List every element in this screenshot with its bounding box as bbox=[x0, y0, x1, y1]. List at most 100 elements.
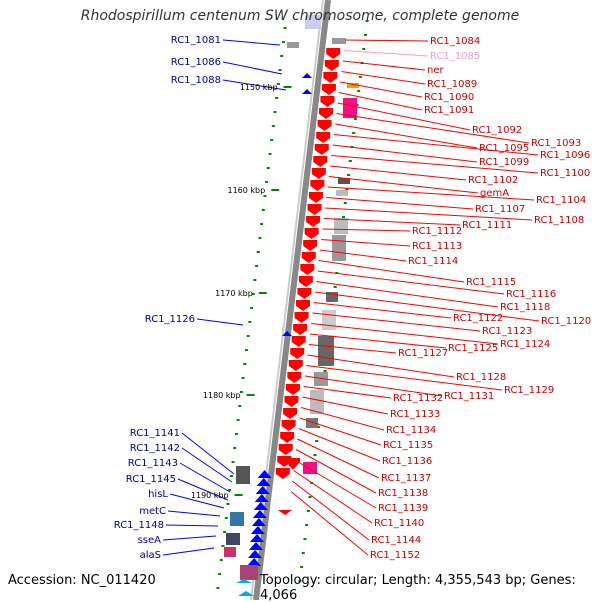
tick-mark bbox=[246, 335, 250, 337]
forward-gene-arrow bbox=[311, 168, 326, 179]
gene-block bbox=[236, 466, 250, 484]
leader-line bbox=[300, 407, 385, 431]
gene-label-rc1_1127: RC1_1127 bbox=[398, 348, 448, 359]
leader-line bbox=[341, 71, 426, 85]
gene-block bbox=[332, 235, 346, 261]
leader-line bbox=[332, 144, 478, 163]
tick-mark bbox=[333, 286, 337, 288]
gene-label-rc1_1125: RC1_1125 bbox=[448, 343, 498, 354]
gene-label-rc1_1116: RC1_1116 bbox=[506, 289, 556, 300]
tick-mark bbox=[298, 580, 302, 582]
gene-label-rc1_1139: RC1_1139 bbox=[378, 503, 428, 514]
gene-label-rc1_1108: RC1_1108 bbox=[534, 215, 584, 226]
reverse-gene-arrow bbox=[257, 470, 272, 478]
leader-line bbox=[181, 447, 233, 483]
tick-mark bbox=[226, 503, 230, 505]
genome-backbone bbox=[253, 0, 331, 600]
tick-mark bbox=[308, 496, 312, 498]
gene-label-rc1_1134: RC1_1134 bbox=[386, 425, 436, 436]
forward-gene-arrow bbox=[288, 360, 303, 371]
gene-label-rc1_1126: RC1_1126 bbox=[145, 314, 195, 325]
gene-label-metc: metC bbox=[139, 506, 166, 517]
forward-gene-arrow bbox=[323, 72, 338, 83]
tick-mark bbox=[261, 209, 265, 211]
leader-line bbox=[299, 417, 382, 446]
scale-label: 1160 kbp bbox=[227, 186, 265, 195]
leader-line bbox=[318, 260, 465, 283]
tick-mark bbox=[276, 83, 280, 85]
gene-label-rc1_1145: RC1_1145 bbox=[126, 474, 176, 485]
gene-label-rc1_1131: RC1_1131 bbox=[444, 391, 494, 402]
tick-mark bbox=[303, 538, 307, 540]
gene-label-rc1_1084: RC1_1084 bbox=[430, 36, 480, 47]
leader-line bbox=[337, 102, 471, 131]
tick-mark bbox=[270, 139, 274, 141]
reverse-gene-arrow bbox=[253, 502, 268, 510]
tick-mark bbox=[280, 55, 284, 57]
reverse-gene-arrow bbox=[282, 331, 292, 336]
tick-mark bbox=[348, 160, 352, 162]
scale-tick bbox=[271, 189, 280, 191]
tick-mark bbox=[253, 279, 257, 281]
gene-block bbox=[343, 98, 357, 118]
forward-gene-arrow bbox=[290, 348, 305, 359]
gene-label-rc1_1137: RC1_1137 bbox=[381, 473, 431, 484]
scale-label: 1180 kbp bbox=[203, 391, 241, 400]
gene-label-rc1_1133: RC1_1133 bbox=[390, 409, 440, 420]
gene-label-rc1_1124: RC1_1124 bbox=[500, 339, 550, 350]
leader-line bbox=[313, 302, 452, 319]
tick-mark bbox=[343, 202, 347, 204]
tick-mark bbox=[265, 181, 269, 183]
gene-block bbox=[305, 15, 321, 29]
gene-block bbox=[332, 38, 346, 44]
tick-mark bbox=[268, 153, 272, 155]
gene-label-rc1_1135: RC1_1135 bbox=[383, 440, 433, 451]
gene-label-rc1_1096: RC1_1096 bbox=[540, 150, 590, 161]
tick-mark bbox=[234, 433, 238, 435]
leader-line bbox=[162, 535, 217, 541]
tick-mark bbox=[223, 531, 227, 533]
tick-mark bbox=[362, 48, 366, 50]
leader-line bbox=[294, 459, 377, 509]
reverse-gene-arrow bbox=[254, 494, 269, 502]
rna-feature bbox=[238, 591, 254, 596]
gene-label-rc1_1100: RC1_1100 bbox=[540, 168, 590, 179]
gene-label-rc1_1111: RC1_1111 bbox=[462, 220, 512, 231]
leader-line bbox=[326, 197, 474, 210]
leader-line bbox=[309, 333, 447, 349]
tick-mark bbox=[233, 447, 237, 449]
leader-line bbox=[338, 92, 423, 111]
leader-line bbox=[293, 470, 373, 524]
gene-label-rc1_1086: RC1_1086 bbox=[171, 57, 221, 68]
forward-gene-arrow bbox=[291, 336, 306, 347]
gene-block bbox=[318, 336, 334, 366]
gene-label-rc1_1091: RC1_1091 bbox=[424, 105, 474, 116]
forward-gene-arrow bbox=[320, 96, 335, 107]
forward-gene-arrow bbox=[304, 228, 319, 239]
forward-gene-arrow bbox=[303, 240, 318, 251]
tick-mark bbox=[263, 195, 267, 197]
leader-line bbox=[345, 39, 429, 42]
tick-mark bbox=[218, 573, 222, 575]
tick-mark bbox=[241, 377, 245, 379]
tick-mark bbox=[273, 111, 277, 113]
gene-label-rc1_1107: RC1_1107 bbox=[475, 204, 525, 215]
page-title: Rhodospirillum centenum SW chromosome, c… bbox=[80, 8, 520, 24]
tick-mark bbox=[243, 363, 247, 365]
leader-line bbox=[336, 113, 530, 144]
gene-label-rc1_1148: RC1_1148 bbox=[114, 520, 164, 531]
forward-gene-arrow bbox=[280, 432, 295, 443]
gene-label-rc1_1122: RC1_1122 bbox=[453, 313, 503, 324]
gene-label-rc1_1104: RC1_1104 bbox=[536, 195, 586, 206]
gene-label-rc1_1095: RC1_1095 bbox=[479, 143, 529, 154]
forward-gene-arrow bbox=[285, 384, 300, 395]
topology-text: Topology: circular; Length: 4,355,543 bp… bbox=[260, 573, 576, 603]
leader-line bbox=[335, 123, 478, 149]
forward-gene-arrow bbox=[293, 324, 308, 335]
gene-label-rc1_1099: RC1_1099 bbox=[479, 157, 529, 168]
gene-label-rc1_1115: RC1_1115 bbox=[466, 277, 516, 288]
gene-block bbox=[310, 390, 324, 414]
tick-mark bbox=[301, 552, 305, 554]
rna-feature bbox=[236, 579, 252, 583]
